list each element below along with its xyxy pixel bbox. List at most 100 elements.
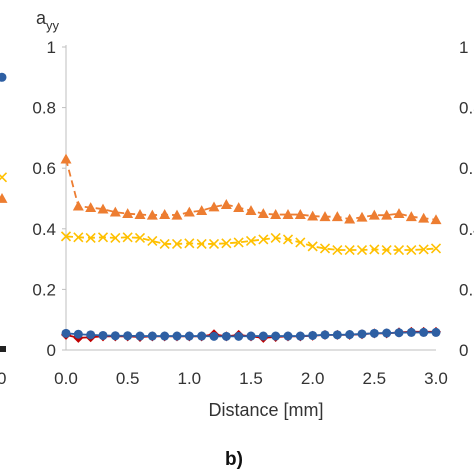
x-marker: [0, 172, 8, 183]
triangle-marker: [331, 211, 343, 222]
right-panel-y-tick-label: 0.8: [459, 99, 474, 118]
circle-marker: [283, 331, 293, 341]
circle-marker: [172, 331, 182, 341]
triangle-marker: [196, 205, 208, 216]
series-layer: [0, 72, 442, 343]
x-marker: [245, 235, 257, 246]
circle-marker: [320, 330, 330, 340]
x-marker-stroke: [369, 244, 380, 255]
x-marker-stroke: [332, 244, 343, 256]
panel-label: b): [225, 449, 243, 470]
circle-marker: [332, 330, 342, 340]
x-marker-stroke: [122, 232, 133, 243]
x-marker: [134, 232, 146, 243]
x-marker: [184, 238, 195, 249]
x-marker: [97, 232, 109, 243]
x-marker: [282, 234, 294, 245]
y-tick-label: 0.2: [32, 280, 56, 299]
x-marker-stroke: [344, 244, 355, 256]
x-marker: [196, 238, 207, 250]
x-marker: [270, 232, 281, 243]
x-marker: [344, 244, 355, 256]
x-tick-label: 1.0: [178, 369, 202, 388]
circle-marker: [431, 327, 441, 337]
x-marker-stroke: [381, 244, 392, 256]
series-0: [60, 153, 442, 225]
triangle-marker: [245, 205, 257, 216]
x-marker-stroke: [159, 238, 170, 250]
x-marker-stroke: [393, 244, 405, 256]
circle-marker: [308, 330, 318, 340]
triangle-marker: [270, 209, 282, 219]
x-tick-label: 2.0: [301, 369, 325, 388]
axes: 0 0.2 0.4 0.6 0.8 1 0.0 0.5 1.0 1.5 2.0 2.5 3.0 1 0.8 0…: [0, 38, 474, 388]
x-marker-stroke: [319, 243, 331, 254]
x-marker: [60, 231, 72, 242]
triangle-marker: [60, 153, 72, 164]
x-marker: [147, 235, 158, 246]
circle-marker: [271, 331, 281, 341]
x-axis-label: Distance [mm]: [208, 400, 323, 420]
triangle-marker: [418, 212, 430, 223]
x-tick-label: 0.5: [116, 369, 140, 388]
x-marker-stroke: [97, 232, 109, 243]
x-marker-stroke: [295, 237, 306, 248]
circle-marker: [406, 327, 416, 337]
left-panel-axis-stub: [0, 346, 6, 352]
x-marker-stroke: [356, 244, 368, 256]
x-marker: [73, 232, 84, 243]
x-marker: [418, 244, 429, 255]
triangle-marker: [109, 206, 121, 217]
x-marker-stroke: [282, 234, 294, 245]
x-tick-label: 1.5: [239, 369, 263, 388]
x-marker: [369, 244, 380, 255]
triangle-marker: [0, 193, 8, 203]
y-axis-label: ayy: [36, 8, 60, 33]
x-marker: [430, 243, 442, 254]
circle-marker: [369, 328, 379, 338]
x-marker: [171, 238, 183, 250]
circle-marker: [160, 331, 170, 341]
x-marker-stroke: [196, 238, 207, 250]
x-marker: [295, 237, 306, 248]
triangle-marker: [72, 200, 84, 211]
circle-marker: [123, 331, 133, 341]
x-marker-stroke: [73, 232, 84, 243]
x-marker-stroke: [134, 232, 146, 243]
triangle-marker: [122, 208, 134, 219]
triangle-marker: [344, 213, 356, 224]
x-marker-stroke: [233, 237, 244, 248]
x-marker-stroke: [406, 244, 417, 256]
triangle-marker: [307, 210, 319, 221]
triangle-marker: [405, 211, 417, 222]
circle-marker: [246, 331, 256, 341]
triangle-marker: [319, 211, 331, 222]
circle-marker: [98, 330, 108, 340]
y-axis-label-sub: yy: [46, 18, 60, 33]
circle-marker: [61, 328, 71, 338]
x-marker: [159, 238, 170, 250]
triangle-marker: [208, 201, 220, 212]
x-marker: [393, 244, 405, 256]
right-panel-y-tick-label: 0.2: [459, 280, 474, 299]
triangle-marker: [146, 209, 158, 220]
circle-marker: [221, 331, 231, 341]
circle-marker: [209, 331, 219, 341]
x-marker-stroke: [60, 231, 72, 242]
right-panel-y-tick-label: 0.6: [459, 159, 474, 178]
series-line: [65, 235, 437, 251]
x-marker-stroke: [221, 238, 232, 249]
triangle-marker: [85, 202, 97, 212]
x-marker: [381, 244, 392, 256]
triangle-marker: [171, 209, 183, 220]
circle-marker: [73, 329, 83, 339]
x-marker: [208, 238, 220, 250]
triangle-marker: [282, 209, 294, 219]
circle-marker: [394, 328, 404, 338]
series-1: [60, 231, 442, 256]
y-tick-label: 0.8: [32, 99, 56, 118]
y-tick-label: 0: [47, 341, 56, 360]
x-marker-stroke: [258, 234, 269, 245]
x-tick-label: 0.0: [54, 369, 78, 388]
x-marker: [332, 244, 343, 256]
